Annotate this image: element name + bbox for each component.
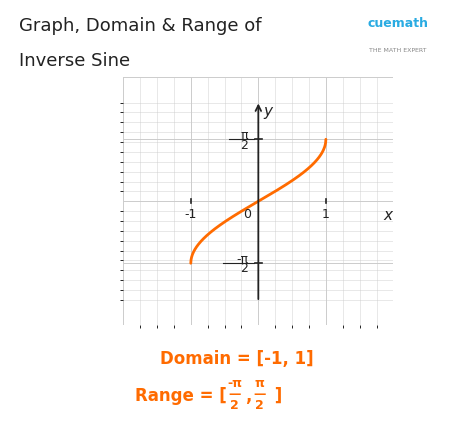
Text: Domain = [-1, 1]: Domain = [-1, 1] [160, 349, 314, 367]
Text: cuemath: cuemath [368, 17, 428, 30]
Text: Inverse Sine: Inverse Sine [19, 52, 130, 70]
Text: 2: 2 [240, 138, 248, 151]
Text: Graph, Domain & Range of: Graph, Domain & Range of [19, 17, 262, 35]
Text: —: — [254, 387, 266, 400]
Text: ]: ] [269, 386, 283, 404]
Text: 1: 1 [322, 208, 330, 220]
Text: π: π [241, 129, 248, 142]
Text: 2: 2 [255, 398, 264, 411]
Text: Range = [: Range = [ [135, 386, 227, 404]
Text: —: — [228, 387, 241, 400]
Text: 2: 2 [240, 262, 248, 275]
Text: 0: 0 [244, 208, 252, 220]
Text: ,: , [246, 386, 252, 404]
Text: -π: -π [227, 376, 242, 389]
Text: THE MATH EXPERT: THE MATH EXPERT [369, 48, 427, 53]
Text: π: π [255, 376, 264, 389]
Text: x: x [383, 208, 392, 223]
Text: -1: -1 [184, 208, 197, 220]
Text: 2: 2 [230, 398, 239, 411]
Text: -π: -π [236, 253, 248, 266]
Text: y: y [263, 103, 272, 118]
